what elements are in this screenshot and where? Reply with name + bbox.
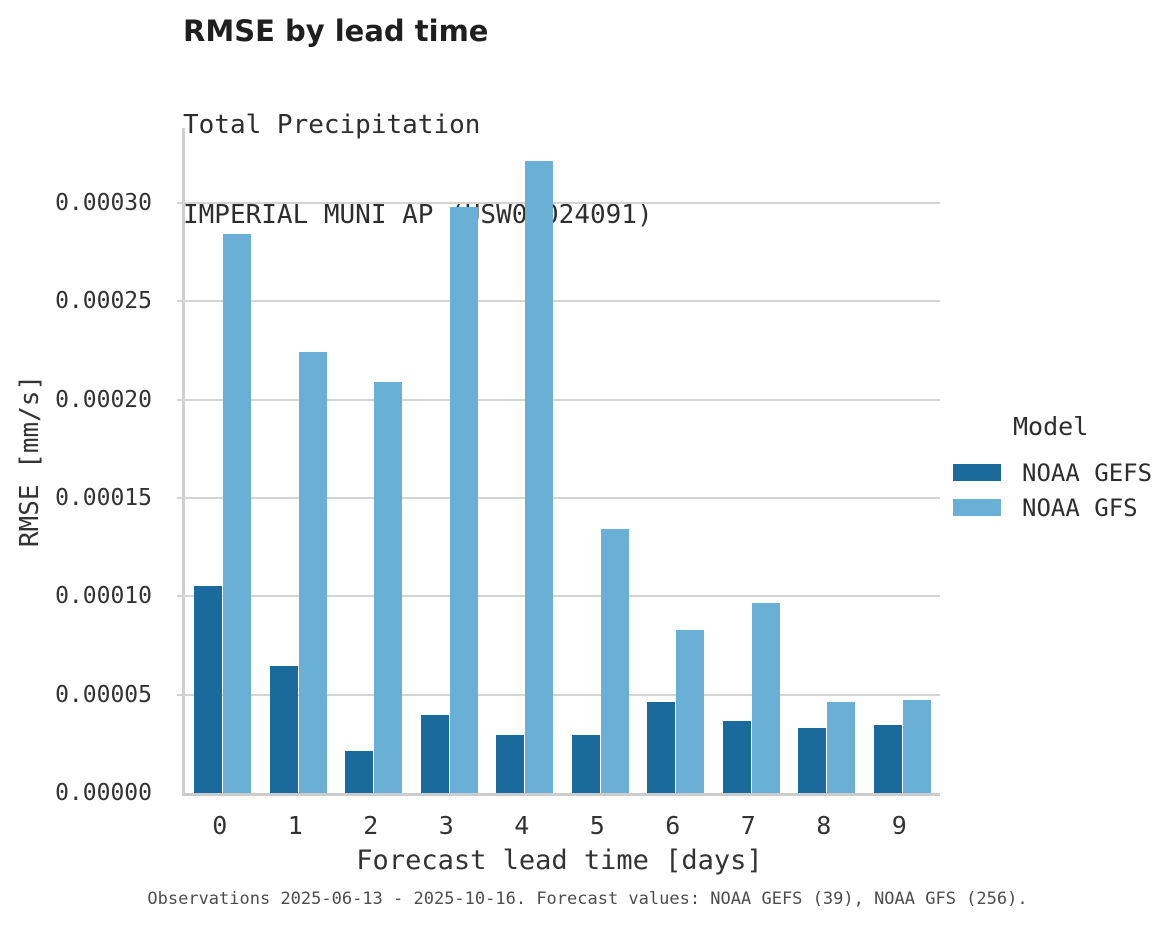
bar-noaa-gfs-day-4 (525, 161, 554, 793)
x-tick-label: 6 (665, 811, 681, 840)
gridline (177, 398, 940, 401)
y-tick-label: 0.00025 (55, 288, 152, 315)
gridline (177, 595, 940, 598)
x-tick-label: 4 (514, 811, 530, 840)
y-tick-label: 0.00010 (55, 583, 152, 610)
gridline (177, 496, 940, 499)
bar-noaa-gefs-day-4 (496, 734, 525, 793)
bar-noaa-gefs-day-8 (798, 728, 827, 793)
x-axis-title: Forecast lead time [days] (356, 845, 763, 876)
bar-noaa-gefs-day-2 (345, 750, 374, 793)
y-tick-label: 0.00030 (55, 189, 152, 216)
bar-noaa-gfs-day-6 (676, 629, 705, 793)
x-tick-label: 9 (891, 811, 907, 840)
legend-entry-gefs: NOAA GEFS (945, 455, 1173, 490)
bar-noaa-gefs-day-9 (873, 724, 902, 793)
bar-noaa-gfs-day-3 (449, 206, 478, 793)
bar-noaa-gfs-day-0 (223, 234, 252, 793)
bar-noaa-gefs-day-1 (269, 666, 298, 793)
x-tick-label: 5 (589, 811, 605, 840)
bar-noaa-gefs-day-6 (647, 702, 676, 793)
legend-title: Model (1013, 412, 1089, 441)
bar-noaa-gefs-day-7 (722, 721, 751, 793)
gridline (177, 201, 940, 204)
x-tick-label: 2 (363, 811, 379, 840)
bar-noaa-gfs-day-1 (298, 352, 327, 793)
bar-noaa-gfs-day-5 (600, 529, 629, 793)
x-tick-label: 3 (438, 811, 454, 840)
legend-swatch-noaa-gfs (953, 499, 1001, 516)
chart-title: RMSE by lead time (183, 14, 489, 48)
legend-swatch-noaa-gefs (953, 464, 1001, 481)
x-tick-label: 7 (740, 811, 756, 840)
bar-noaa-gefs-day-0 (194, 586, 223, 793)
bar-noaa-gefs-day-5 (571, 734, 600, 793)
footer-note: Observations 2025-06-13 - 2025-10-16. Fo… (147, 889, 1028, 909)
legend: Model NOAA GEFS NOAA GFS (945, 412, 1173, 525)
y-tick-label: 0.00000 (55, 780, 152, 806)
plot-area (177, 128, 940, 796)
legend-label-noaa-gefs: NOAA GEFS (1022, 458, 1153, 487)
legend-label-noaa-gfs: NOAA GFS (1022, 493, 1138, 522)
bar-noaa-gfs-day-2 (374, 381, 403, 793)
bar-noaa-gefs-day-3 (420, 714, 449, 793)
bar-noaa-gfs-day-7 (751, 602, 780, 793)
legend-entry-gfs: NOAA GFS (945, 490, 1173, 525)
x-tick-label: 8 (816, 811, 832, 840)
bar-noaa-gfs-day-9 (902, 699, 931, 793)
y-tick-label: 0.00015 (55, 484, 152, 511)
bar-noaa-gfs-day-8 (827, 702, 856, 793)
x-tick-label: 1 (287, 811, 303, 840)
gridline (177, 300, 940, 303)
chart-subtitle-line-1: Total Precipitation (183, 110, 481, 140)
y-tick-label: 0.00005 (55, 681, 152, 708)
gridline (177, 693, 940, 696)
x-tick-label: 0 (212, 811, 228, 840)
y-tick-label: 0.00020 (55, 386, 152, 413)
